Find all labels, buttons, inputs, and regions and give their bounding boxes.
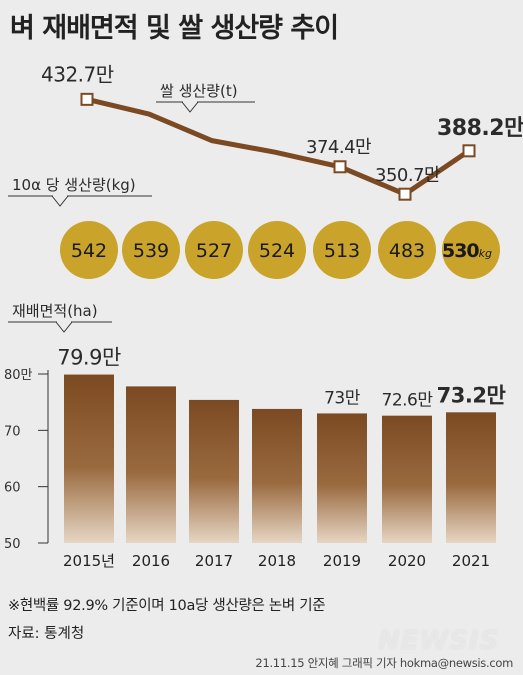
- production-point: [462, 144, 476, 158]
- yield-unit: kg: [479, 247, 492, 260]
- x-tick-label: 2020: [388, 552, 426, 570]
- series-label-production-tail: [180, 101, 200, 113]
- series-label-area-tail: [54, 321, 74, 333]
- area-value-label: 72.6만: [382, 391, 434, 411]
- yield-circle: [442, 221, 500, 279]
- newsis-logo: NEWSIS: [378, 626, 500, 656]
- x-tick-label: 2021: [452, 552, 490, 570]
- area-bar: [382, 415, 432, 543]
- yield-value-label: 530kg: [442, 240, 492, 262]
- yield-circle: [313, 221, 371, 279]
- area-bar: [317, 413, 367, 543]
- series-label-yield-tail: [50, 195, 70, 207]
- footnote: ※현백률 92.9% 기준이며 10a당 생산량은 논벼 기준: [8, 598, 326, 614]
- yield-value-label: 513: [324, 240, 360, 262]
- area-bar: [252, 408, 302, 543]
- y-tick-label: 70: [4, 424, 21, 439]
- yield-value-label: 483: [389, 240, 425, 262]
- series-label-production: 쌀 생산량(t): [156, 82, 255, 113]
- yield-value-label: 539: [133, 240, 169, 262]
- series-label-yield: 10α 당 생산량(kg): [8, 176, 152, 207]
- yield-circle: [248, 221, 306, 279]
- y-tick-label: 80만: [4, 368, 33, 383]
- yield-value-label: 527: [196, 240, 232, 262]
- y-tick-label: 50: [4, 537, 21, 552]
- area-value-label: 73만: [324, 388, 361, 408]
- yield-circle: [378, 221, 436, 279]
- x-tick-label: 2017: [195, 552, 233, 570]
- credit: 21.11.15 안지혜 그래픽 기자 hokma@newsis.com: [255, 656, 513, 670]
- series-label-area-text: 재배면적(ha): [12, 302, 98, 320]
- chart-title: 벼 재배면적 및 쌀 생산량 추이: [10, 13, 339, 44]
- area-value-label: 79.9만: [57, 346, 121, 370]
- area-bar: [126, 386, 176, 543]
- yield-circle: [185, 221, 243, 279]
- production-value-label: 432.7만: [41, 62, 114, 86]
- x-tick-label: 2018: [258, 552, 296, 570]
- y-tick-label: 60: [4, 481, 21, 496]
- series-label-area: 재배면적(ha): [8, 302, 112, 333]
- area-bar: [189, 399, 239, 543]
- production-value-label: 388.2만: [437, 116, 523, 141]
- production-point: [398, 187, 412, 201]
- source: 자료: 통계청: [8, 626, 85, 642]
- yield-circle: [60, 221, 118, 279]
- area-bar: [64, 374, 114, 543]
- production-point: [333, 160, 347, 174]
- x-tick-label: 2015년: [63, 552, 115, 570]
- series-label-yield-text: 10α 당 생산량(kg): [12, 176, 136, 194]
- x-tick-label: 2019: [323, 552, 361, 570]
- production-value-label: 374.4만: [306, 137, 371, 158]
- area-value-label: 73.2만: [437, 383, 506, 407]
- production-point: [80, 92, 94, 106]
- yield-value-label: 524: [259, 240, 295, 262]
- x-tick-label: 2016: [132, 552, 170, 570]
- production-value-label: 350.7만: [375, 165, 440, 186]
- series-label-production-text: 쌀 생산량(t): [160, 82, 238, 100]
- yield-value-label: 542: [71, 240, 107, 262]
- area-bar: [446, 412, 496, 543]
- yield-circle: [122, 221, 180, 279]
